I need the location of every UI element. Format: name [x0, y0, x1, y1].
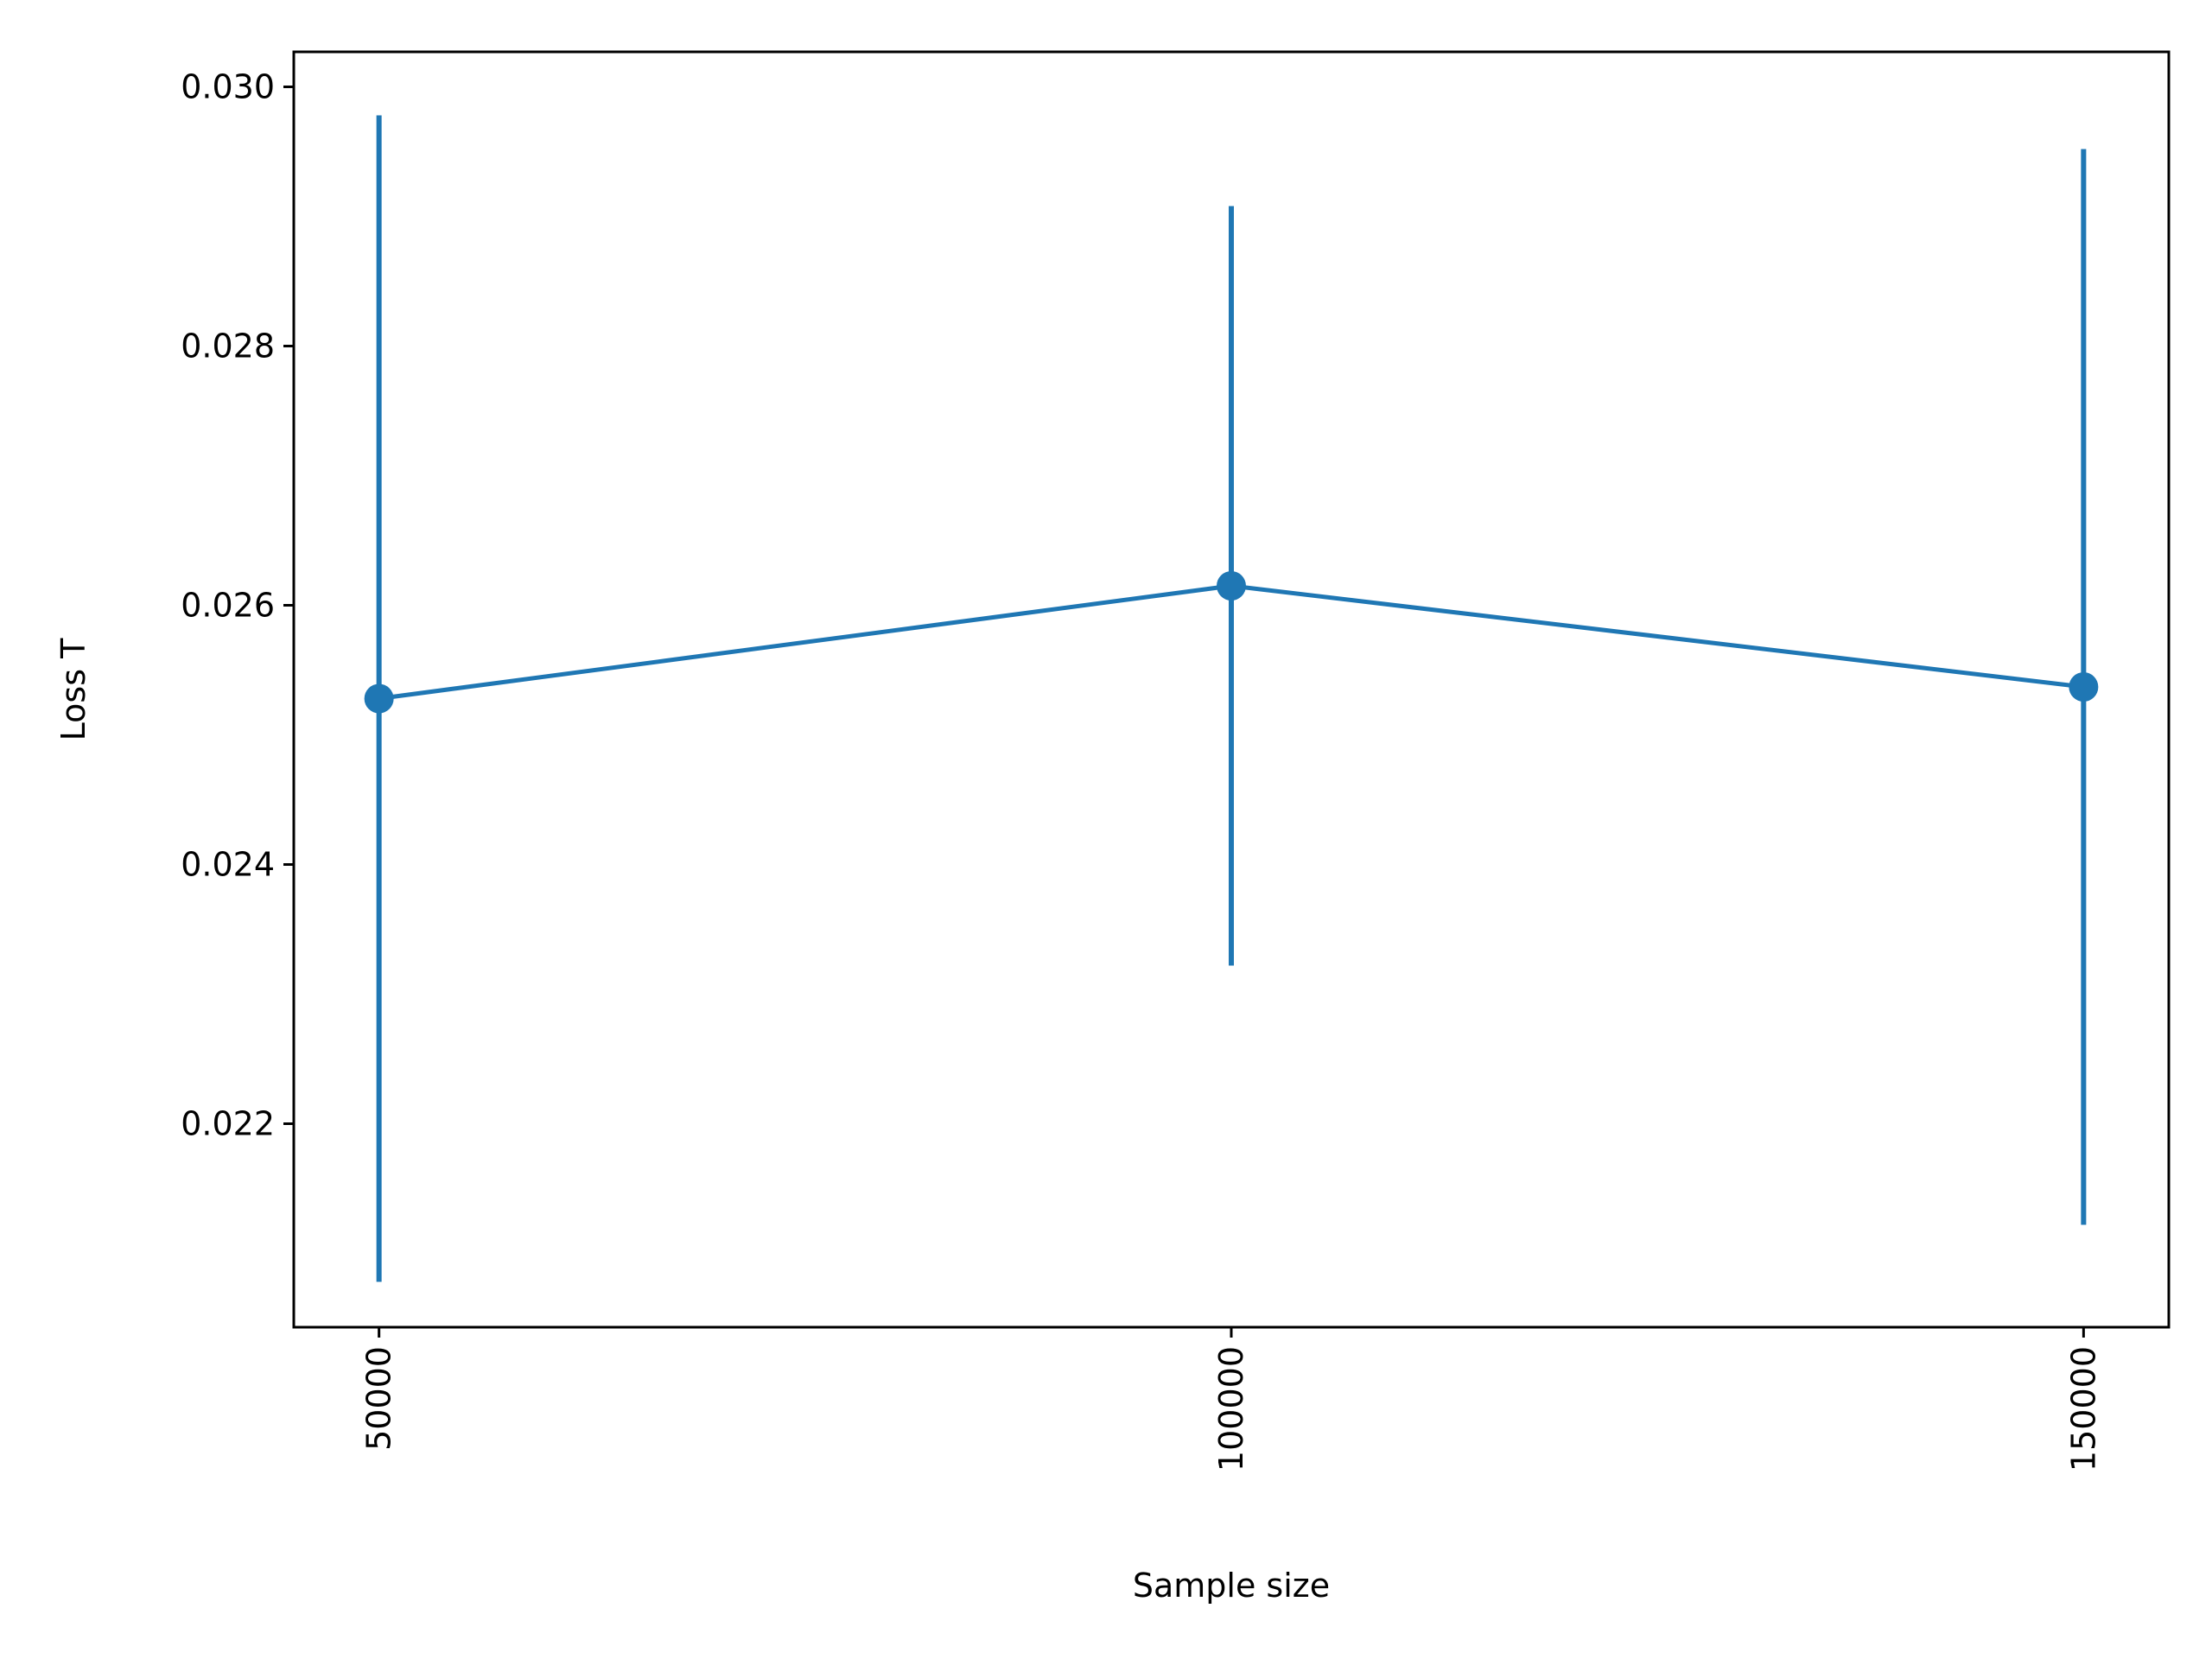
data-point — [1217, 571, 1246, 601]
y-tick-label: 0.030 — [181, 68, 275, 106]
x-tick-label: 150000 — [2064, 1346, 2102, 1471]
x-tick-label: 50000 — [360, 1346, 398, 1451]
y-tick-label: 0.024 — [181, 846, 275, 884]
y-tick-label: 0.026 — [181, 587, 275, 625]
series-layer — [364, 115, 2099, 1282]
x-axis: 50000 100000 150000 — [360, 1327, 2102, 1471]
data-point — [364, 683, 394, 714]
y-tick-label: 0.022 — [181, 1105, 275, 1143]
x-tick-label: 100000 — [1212, 1346, 1250, 1471]
y-axis-label: Loss T — [54, 638, 92, 741]
data-point — [2069, 672, 2099, 702]
axes-frame — [292, 50, 2171, 1329]
x-axis-label: Sample size — [1133, 1567, 1330, 1605]
y-axis: 0.022 0.024 0.026 0.028 0.030 — [181, 68, 294, 1143]
y-tick-label: 0.028 — [181, 327, 275, 365]
